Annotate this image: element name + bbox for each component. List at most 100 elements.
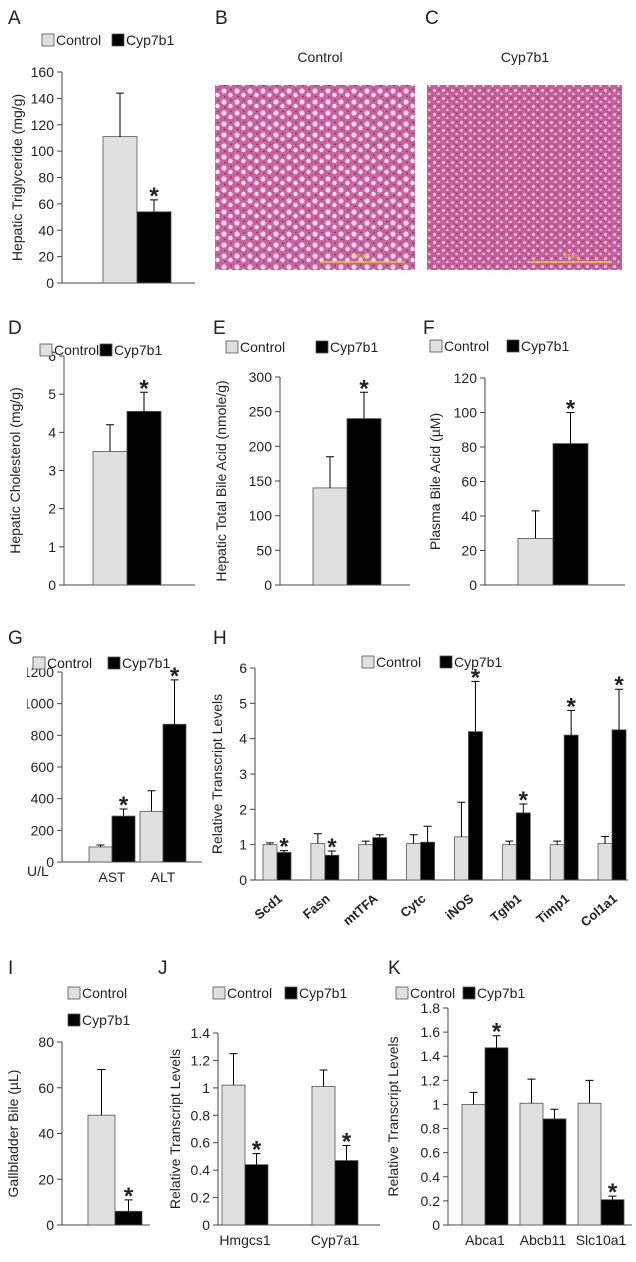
panel-letter: E [213,318,226,339]
y-tick-label: 400 [31,791,55,807]
scale-label: 500µm [563,254,578,260]
error-bar [116,92,124,137]
legend-swatch [107,656,121,670]
legend-swatch [111,33,125,47]
y-tick-label: 1 [432,1096,440,1112]
y-tick-label: 1.4 [191,1025,211,1041]
y-tick-label: 0 [432,1217,440,1233]
y-tick-label: 0.4 [191,1162,211,1178]
legend-label: Control [240,339,285,355]
y-axis-label: Relative Transcript Levels [385,1036,401,1196]
image-panel: C Cyp7b1 500µm [425,8,622,270]
x-tick-label: Abca1 [465,1232,505,1248]
bar [552,443,589,586]
micrograph [215,85,415,270]
y-axis-label: Gallbladder Bile (µL) [5,1070,21,1198]
image-title: Control [297,49,342,65]
y-axis-label: Hepatic Total Bile Acid (nmole/g) [213,380,229,581]
y-tick-label: 0.4 [421,1169,441,1185]
error-bar [409,834,418,844]
legend-label: Control [410,985,455,1001]
y-tick-label: 1000 [23,696,54,712]
significance-mark: * [614,672,624,699]
y-tick-label: 0 [469,577,477,593]
chart-panel: H 0 1 2 3 4 5 6 Relative Transcript Levels Scd1 * F… [209,628,628,930]
error-bar [360,391,368,419]
y-tick-label: 3 [239,766,247,782]
y-tick-label: 150 [249,473,273,489]
legend-label: Control [376,654,421,670]
y-tick-label: 1 [202,1080,210,1096]
bar [501,844,517,881]
bar [136,211,172,284]
y-tick-label: 160 [31,64,55,80]
y-tick-label: 4 [48,424,56,440]
error-bar [96,844,105,847]
bar [372,837,388,881]
bar [406,843,421,881]
y-tick-label: 40 [38,1126,54,1142]
error-bar [313,833,322,844]
error-bar [342,1144,351,1161]
legend-label: Control [227,985,272,1001]
legend-label: Control [82,985,127,1001]
y-tick-label: 1.2 [191,1052,211,1068]
annotation: U/L [27,863,49,879]
bar [597,843,613,881]
legend-swatch [315,340,329,354]
significance-mark: * [566,396,576,423]
x-tick-label: Cyp7a1 [311,1232,359,1248]
legend-label: Cyp7b1 [114,342,162,358]
legend-swatch [39,343,53,357]
significance-mark: * [492,1019,502,1046]
error-bar [531,510,540,539]
x-tick-label: Col1a1 [578,891,620,930]
significance-mark: * [149,183,159,210]
y-tick-label: 140 [31,90,55,106]
y-tick-label: 20 [38,249,54,265]
chart-panel: I 0 20 40 60 80 Gallbladder Bile (µL) * Control C… [5,958,150,1233]
error-bar [147,790,156,812]
chart-panel: J 0 0.2 0.4 0.6 0.8 1 1.2 1.4 Relative Transcript… [158,958,380,1248]
y-tick-label: 5 [48,386,56,402]
bar [468,731,483,881]
bar [311,1086,336,1226]
legend-swatch [361,655,375,669]
y-tick-label: 120 [454,370,478,386]
y-tick-label: 40 [461,508,477,524]
bar [310,843,326,881]
bar [611,729,627,881]
y-tick-label: 120 [31,117,55,133]
y-tick-label: 1.4 [421,1048,441,1064]
y-tick-label: 6 [239,660,247,676]
y-tick-label: 200 [31,822,55,838]
legend-swatch [506,339,520,353]
y-tick-label: 20 [461,543,477,559]
error-bar [423,825,432,843]
error-bar [150,199,158,212]
bar [454,836,469,881]
panel-letter: H [213,628,227,649]
significance-mark: * [170,663,180,690]
significance-mark: * [327,834,337,861]
significance-mark: * [139,375,149,402]
y-tick-label: 0.6 [191,1135,211,1151]
x-tick-label: ALT [151,869,176,885]
panel-letter: B [215,8,228,29]
y-tick-label: 0 [202,1217,210,1233]
legend-label: Control [47,655,92,671]
y-tick-label: 0 [46,275,54,291]
y-tick-label: 60 [38,1080,54,1096]
error-bar [124,1199,133,1212]
bar [549,844,565,881]
legend-label: Cyp7b1 [122,655,170,671]
error-bar [567,709,576,736]
x-tick-label: Cytc [397,891,428,921]
legend-swatch [32,656,46,670]
y-tick-label: 1 [239,837,247,853]
legend-swatch [395,986,409,1000]
y-axis-label: Hepatic Cholesterol (mg/g) [7,387,23,554]
